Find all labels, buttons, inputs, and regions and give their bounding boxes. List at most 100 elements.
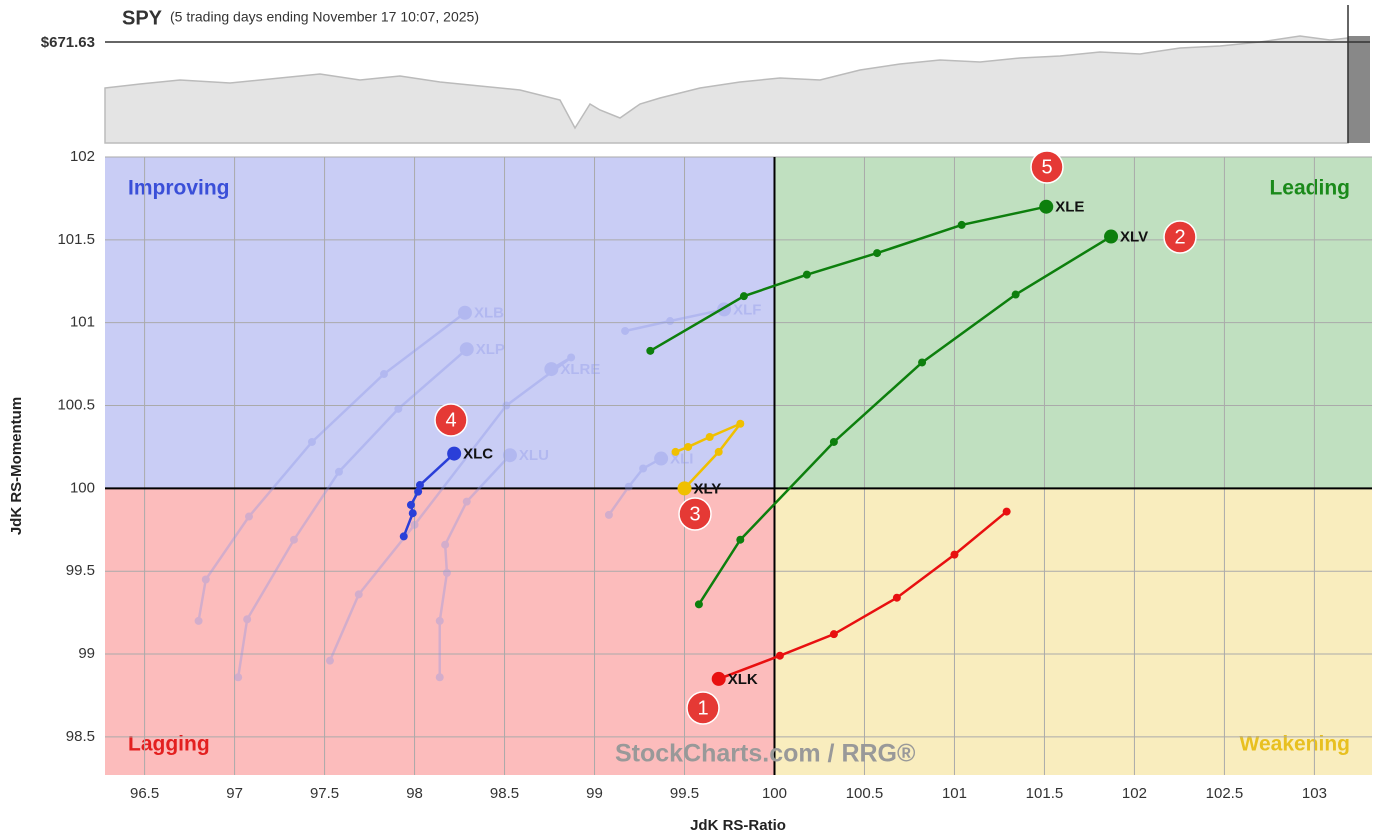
spy-subtitle: (5 trading days ending November 17 10:07…: [170, 9, 479, 25]
x-axis-title: JdK RS-Ratio: [690, 817, 786, 834]
tail-point: [918, 358, 927, 367]
x-tick-label: 97: [226, 785, 243, 802]
badge-label: 5: [1041, 156, 1052, 178]
tail-point: [462, 497, 471, 506]
series-label: XLC: [463, 446, 493, 463]
tail-point: [829, 630, 838, 639]
tail-point: [354, 590, 363, 599]
tail-point: [442, 568, 451, 577]
x-tick-label: 100.5: [846, 785, 884, 802]
tail-point: [873, 249, 882, 258]
tail-point: [624, 482, 633, 491]
tail-point: [621, 326, 630, 335]
watermark: StockCharts.com / RRG®: [615, 740, 916, 768]
quadrant-label: Leading: [1269, 177, 1350, 200]
quadrant-label: Weakening: [1240, 733, 1350, 756]
tail-point: [414, 487, 423, 496]
quadrant: [105, 488, 775, 775]
tail-point: [671, 447, 680, 456]
x-tick-label: 98.5: [490, 785, 519, 802]
tail-point: [684, 442, 693, 451]
rrg-tail: XLRE: [325, 353, 600, 665]
tail-point: [289, 535, 298, 544]
tail-point: [705, 433, 714, 442]
tail-point: [829, 437, 838, 446]
tail-point: [639, 464, 648, 473]
badge-label: 3: [689, 503, 700, 525]
rrg-tail: XLK: [711, 507, 1011, 688]
rrg-tail: XLV: [694, 228, 1148, 609]
x-tick-label: 99: [586, 785, 603, 802]
tail-point: [243, 615, 252, 624]
tail-point: [736, 419, 745, 428]
tail-head: [447, 446, 462, 461]
y-tick-label: 101: [70, 314, 95, 331]
tail-point: [194, 616, 203, 625]
tail-point: [307, 437, 316, 446]
tail-point: [604, 510, 613, 519]
y-tick-label: 99.5: [66, 562, 95, 579]
x-tick-label: 97.5: [310, 785, 339, 802]
tail-head: [1104, 229, 1119, 244]
tail-point: [201, 575, 210, 584]
x-tick-label: 102: [1122, 785, 1147, 802]
tail-point: [379, 370, 388, 379]
spy-price: $671.63: [41, 34, 95, 51]
quadrant-label: Improving: [128, 177, 230, 200]
quadrant-label: Lagging: [128, 733, 210, 756]
series-label: XLRE: [560, 361, 600, 378]
tail-point: [441, 540, 450, 549]
x-tick-label: 102.5: [1206, 785, 1244, 802]
tail-point: [1011, 290, 1020, 299]
rrg-tail: XLB: [194, 305, 504, 625]
rrg-plot: Improving Leading Lagging Weakening 96.5 97 97…: [57, 148, 1372, 802]
tail-point: [694, 600, 703, 609]
y-axis-title: JdK RS-Momentum: [8, 397, 25, 535]
tail-point: [334, 467, 343, 476]
tail-point: [957, 220, 966, 229]
series-label: XLF: [733, 301, 761, 318]
spy-symbol: SPY: [122, 7, 163, 29]
x-tick-label: 99.5: [670, 785, 699, 802]
tail-point: [950, 550, 959, 559]
tail-point: [435, 673, 444, 682]
tail-point: [244, 512, 253, 521]
tail-point: [714, 447, 723, 456]
spy-latest-shade: [1348, 36, 1370, 143]
tail-head: [457, 305, 472, 320]
tail-point: [234, 673, 243, 682]
tail-line: [624, 308, 725, 333]
rrg-tail: XLU: [435, 447, 549, 682]
y-tick-label: 100: [70, 479, 95, 496]
tail-line: [236, 348, 468, 678]
x-tick-label: 101.5: [1026, 785, 1064, 802]
spy-area: [104, 35, 1349, 144]
badge-label: 2: [1174, 226, 1185, 248]
tail-line: [607, 457, 662, 516]
tail-line: [649, 205, 1047, 352]
badge: [434, 403, 468, 437]
tail-head: [654, 451, 669, 466]
tail-head: [1039, 199, 1054, 214]
series-label: XLB: [474, 305, 504, 322]
y-tick-label: 102: [70, 148, 95, 165]
tail-head: [459, 342, 474, 357]
series-label: XLY: [694, 480, 722, 497]
tail-point: [325, 656, 334, 665]
x-tick-label: 100: [762, 785, 787, 802]
tail-line: [438, 454, 511, 678]
tail-head: [502, 448, 517, 463]
series-label: XLV: [1120, 228, 1148, 245]
tail-point: [775, 651, 784, 660]
tail-point: [406, 500, 415, 509]
tail-head: [677, 481, 692, 496]
rrg-tail: XLY: [671, 419, 745, 497]
x-tick-label: 96.5: [130, 785, 159, 802]
tail-point: [892, 593, 901, 602]
rrg-tail: XLP: [234, 341, 505, 682]
rrg-tail: XLC: [399, 446, 493, 541]
x-tick-label: 103: [1302, 785, 1327, 802]
tail-line: [402, 452, 455, 537]
tail-line: [328, 356, 572, 662]
